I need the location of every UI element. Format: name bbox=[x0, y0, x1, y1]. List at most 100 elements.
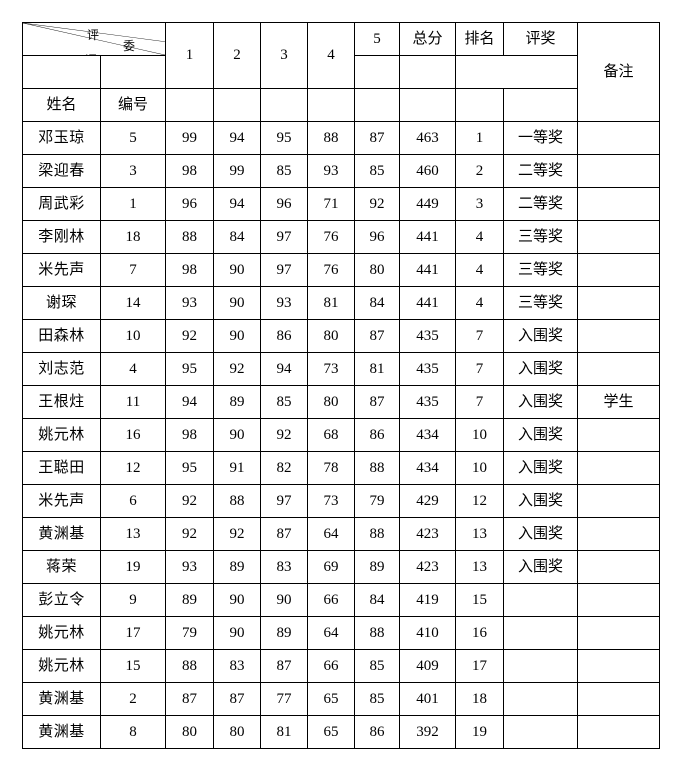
cell-judge-1: 80 bbox=[165, 715, 214, 749]
cell-judge-2: 99 bbox=[213, 154, 261, 188]
table-row: 谢琛 14 93 90 93 81 84 441 4 三等奖 bbox=[22, 286, 660, 320]
table-row: 王聪田 12 95 91 82 78 88 434 10 入围奖 bbox=[22, 451, 660, 485]
cell-award: 入围奖 bbox=[503, 352, 578, 386]
header-judge-2: 2 bbox=[213, 22, 261, 89]
cell-judge-3: 87 bbox=[260, 649, 308, 683]
cell-award: 入围奖 bbox=[503, 319, 578, 353]
cell-judge-1: 94 bbox=[165, 385, 214, 419]
cell-judge-1: 98 bbox=[165, 418, 214, 452]
cell-award: 一等奖 bbox=[503, 121, 578, 155]
cell-award: 二等奖 bbox=[503, 154, 578, 188]
table-row: 姚元林 15 88 83 87 66 85 409 17 bbox=[22, 649, 660, 683]
table-row: 邓玉琼 5 99 94 95 88 87 463 1 一等奖 bbox=[22, 121, 660, 155]
header-thin-judge-5 bbox=[22, 55, 101, 89]
cell-judge-4: 71 bbox=[307, 187, 355, 221]
cell-rank: 16 bbox=[455, 616, 504, 650]
cell-judge-4: 64 bbox=[307, 517, 355, 551]
cell-judge-2: 83 bbox=[213, 649, 261, 683]
cell-name: 彭立令 bbox=[22, 583, 101, 617]
cell-total: 441 bbox=[399, 220, 456, 254]
cell-name: 谢琛 bbox=[22, 286, 101, 320]
cell-total: 441 bbox=[399, 253, 456, 287]
cell-judge-4: 64 bbox=[307, 616, 355, 650]
table-row: 王根炷 11 94 89 85 80 87 435 7 入围奖 学生 bbox=[22, 385, 660, 419]
cell-award: 三等奖 bbox=[503, 220, 578, 254]
cell-judge-5: 88 bbox=[354, 451, 400, 485]
cell-award: 三等奖 bbox=[503, 286, 578, 320]
cell-judge-4: 68 bbox=[307, 418, 355, 452]
cell-total: 434 bbox=[399, 451, 456, 485]
cell-remark bbox=[577, 220, 660, 254]
cell-judge-5: 87 bbox=[354, 385, 400, 419]
table-row: 黄渊基 8 80 80 81 65 86 392 19 bbox=[22, 715, 660, 749]
cell-name: 周武彩 bbox=[22, 187, 101, 221]
cell-rank: 10 bbox=[455, 418, 504, 452]
header-sub-judge-5 bbox=[354, 88, 400, 122]
cell-judge-5: 87 bbox=[354, 121, 400, 155]
cell-judge-3: 93 bbox=[260, 286, 308, 320]
cell-judge-4: 93 bbox=[307, 154, 355, 188]
cell-rank: 1 bbox=[455, 121, 504, 155]
header-judge-1: 1 bbox=[165, 22, 214, 89]
cell-remark bbox=[577, 517, 660, 551]
cell-judge-5: 86 bbox=[354, 715, 400, 749]
cell-rank: 7 bbox=[455, 385, 504, 419]
cell-judge-3: 81 bbox=[260, 715, 308, 749]
cell-judge-5: 92 bbox=[354, 187, 400, 221]
cell-award: 二等奖 bbox=[503, 187, 578, 221]
cell-judge-4: 66 bbox=[307, 649, 355, 683]
cell-judge-2: 92 bbox=[213, 352, 261, 386]
cell-rank: 17 bbox=[455, 649, 504, 683]
cell-rank: 4 bbox=[455, 220, 504, 254]
cell-rank: 13 bbox=[455, 517, 504, 551]
cell-judge-2: 92 bbox=[213, 517, 261, 551]
cell-judge-3: 86 bbox=[260, 319, 308, 353]
cell-award: 入围奖 bbox=[503, 517, 578, 551]
cell-code: 2 bbox=[100, 682, 166, 716]
cell-judge-2: 90 bbox=[213, 583, 261, 617]
cell-judge-5: 79 bbox=[354, 484, 400, 518]
cell-judge-2: 90 bbox=[213, 253, 261, 287]
score-table: 评 委 评 分 作 者 1 2 3 4 5 总分 排名 评奖 备注 bbox=[22, 22, 660, 749]
cell-code: 4 bbox=[100, 352, 166, 386]
cell-rank: 3 bbox=[455, 187, 504, 221]
cell-rank: 15 bbox=[455, 583, 504, 617]
cell-total: 429 bbox=[399, 484, 456, 518]
cell-judge-1: 88 bbox=[165, 220, 214, 254]
cell-award: 入围奖 bbox=[503, 484, 578, 518]
cell-name: 蒋荣 bbox=[22, 550, 101, 584]
cell-judge-4: 78 bbox=[307, 451, 355, 485]
cell-name: 姚元林 bbox=[22, 649, 101, 683]
cell-judge-3: 95 bbox=[260, 121, 308, 155]
table-row: 黄渊基 2 87 87 77 65 85 401 18 bbox=[22, 682, 660, 716]
cell-remark bbox=[577, 121, 660, 155]
cell-total: 441 bbox=[399, 286, 456, 320]
header-sub-rank bbox=[455, 88, 504, 122]
header-judge-4: 4 bbox=[307, 22, 355, 89]
cell-code: 15 bbox=[100, 649, 166, 683]
cell-judge-4: 66 bbox=[307, 583, 355, 617]
label-judge-char1: 评 bbox=[87, 28, 100, 42]
cell-judge-3: 87 bbox=[260, 517, 308, 551]
header-total: 总分 bbox=[399, 22, 456, 56]
cell-judge-1: 92 bbox=[165, 517, 214, 551]
cell-code: 3 bbox=[100, 154, 166, 188]
cell-total: 435 bbox=[399, 319, 456, 353]
cell-total: 434 bbox=[399, 418, 456, 452]
cell-name: 黄渊基 bbox=[22, 682, 101, 716]
cell-remark bbox=[577, 154, 660, 188]
cell-name: 姚元林 bbox=[22, 418, 101, 452]
cell-award: 入围奖 bbox=[503, 550, 578, 584]
cell-remark: 学生 bbox=[577, 385, 660, 419]
cell-judge-2: 87 bbox=[213, 682, 261, 716]
cell-judge-3: 94 bbox=[260, 352, 308, 386]
cell-judge-1: 92 bbox=[165, 484, 214, 518]
cell-judge-2: 89 bbox=[213, 385, 261, 419]
cell-judge-3: 96 bbox=[260, 187, 308, 221]
cell-code: 19 bbox=[100, 550, 166, 584]
cell-judge-4: 73 bbox=[307, 352, 355, 386]
cell-remark bbox=[577, 286, 660, 320]
cell-award bbox=[503, 649, 578, 683]
cell-judge-2: 80 bbox=[213, 715, 261, 749]
table-row: 米先声 6 92 88 97 73 79 429 12 入围奖 bbox=[22, 484, 660, 518]
